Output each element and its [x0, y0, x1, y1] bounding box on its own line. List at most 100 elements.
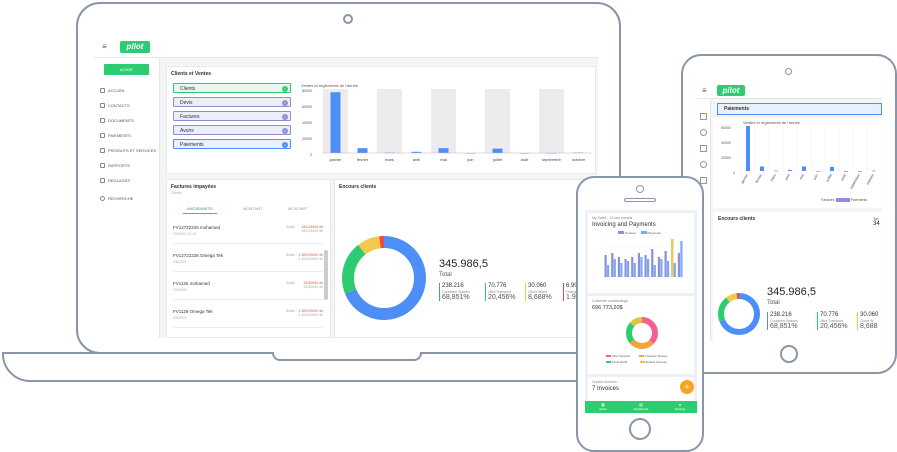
- x-tick-label: janvier: [329, 157, 342, 162]
- x-tick-label: octobre: [572, 157, 586, 162]
- unpaid-card[interactable]: Unpaid Invoices 7 Invoices: [588, 377, 694, 401]
- achat-button[interactable]: ACHAT: [104, 64, 149, 75]
- sidebar-item-rapports[interactable]: RAPPORTS: [100, 163, 130, 169]
- sidebar-item-paiements[interactable]: PAIEMENTS: [100, 133, 131, 139]
- devis-button[interactable]: Devis i: [173, 97, 291, 107]
- unpaid-invoices-panel: Factures impayées Clients ANCIENNETE MON…: [166, 179, 331, 338]
- sidebar-item-reglages[interactable]: REGLAGES: [100, 178, 130, 184]
- x-tick-label: juin: [466, 157, 473, 162]
- tab-anciennete[interactable]: ANCIENNETE: [183, 204, 217, 214]
- bar: [492, 148, 503, 153]
- add-fab-button[interactable]: +: [680, 380, 694, 394]
- tablet-screen: ≡ pilot Paiements Ventes et règlements d…: [697, 83, 882, 341]
- tablet-home-button[interactable]: [780, 345, 798, 363]
- info-icon: i: [282, 86, 288, 92]
- bar: [624, 259, 627, 277]
- bar: [330, 92, 341, 153]
- bar: [774, 170, 778, 172]
- app-logo: pilot: [120, 41, 150, 53]
- bar: [411, 151, 422, 153]
- nav-settings[interactable]: ● Settings: [669, 402, 691, 411]
- box-icon: [100, 148, 105, 154]
- sidebar-item-accueil[interactable]: ACCUEIL: [100, 88, 125, 94]
- column-band: [377, 89, 402, 153]
- tab-montant-2[interactable]: MONTANT: [288, 206, 308, 211]
- sidebar-item-produits[interactable]: PRODUITS ET SERVICES: [100, 148, 156, 154]
- y-tick: 40000: [302, 121, 312, 125]
- card-title: 7 Invoices: [592, 386, 620, 392]
- legend-item: 6.90 Omega 1.99: [563, 283, 580, 301]
- panel-title: Encours clients: [339, 184, 377, 190]
- home-icon[interactable]: [700, 113, 707, 120]
- panel-title: Encours clients: [718, 216, 756, 222]
- bar: [651, 249, 654, 277]
- y-tick: 20000: [721, 156, 731, 160]
- bottom-nav: ▦ Sales ▤ Dashboard ● Settings: [585, 401, 697, 413]
- sidebar: ACHAT ACCUEIL CONTACTS DOCUMENTS PAIEMEN…: [94, 58, 160, 338]
- payment-icon[interactable]: [700, 161, 707, 168]
- x-tick-label: avril: [413, 157, 420, 162]
- paiements-section[interactable]: Paiements: [717, 103, 882, 115]
- avoirs-button[interactable]: Avoirs i: [173, 125, 291, 135]
- scrollbar[interactable]: [324, 250, 328, 300]
- column-band: [485, 89, 510, 153]
- sidebar-item-documents[interactable]: DOCUMENTS: [100, 118, 134, 124]
- ventes-bar-chart: janvier février mars avril mai juin juillet aoû…: [322, 89, 592, 162]
- legend-item: 238.216 Container Spaces 68,851%: [767, 312, 798, 330]
- user-icon[interactable]: [700, 129, 707, 136]
- clients-button[interactable]: Clients i: [173, 83, 291, 93]
- bar: [657, 257, 661, 277]
- invoicing-card: My Sales - 12 last months Invoicing and …: [588, 213, 694, 293]
- invoice-row[interactable]: FV1129 Omega Tek 2/9/2020 Solde 1 699,00…: [173, 306, 323, 328]
- menu-icon[interactable]: ≡: [102, 42, 107, 51]
- card-amount: 696 773,20$: [592, 305, 623, 311]
- document-icon[interactable]: [700, 145, 707, 152]
- paiements-button[interactable]: Paiements i: [173, 139, 291, 149]
- donut-legend: Cloud World Expand Services: [606, 360, 667, 364]
- x-tick-label: mars: [770, 173, 777, 182]
- phone-home-button[interactable]: [629, 418, 651, 440]
- chart-title: Ventes et règlements de l'année: [743, 120, 801, 125]
- bar: [640, 257, 643, 277]
- invoice-row[interactable]: FV12722228 Omega Tek 1/6/2021 Solde 1 69…: [173, 250, 323, 272]
- nav-dashboard[interactable]: ▤ Dashboard: [629, 402, 653, 411]
- invoice-row[interactable]: FV12722225 mohamed 2/9/2021 11:13 Solde …: [173, 222, 323, 244]
- bar: [438, 148, 449, 153]
- clients-ventes-panel: Clients et Ventes Clients i Devis i Factur…: [166, 66, 596, 174]
- box-icon[interactable]: [700, 177, 707, 184]
- tab-montant[interactable]: MONTANT: [243, 206, 263, 211]
- encours-donut: [342, 236, 426, 320]
- gear-icon: ●: [678, 402, 682, 407]
- x-tick-label: janvier: [741, 173, 749, 186]
- sidebar-item-recherche[interactable]: RECHERCHE: [100, 196, 133, 202]
- tablet-encours-donut: [718, 293, 760, 335]
- tablet-chart-panel: Ventes et règlements de l'année 60000 40…: [713, 118, 882, 208]
- legend-item: 30.060 Cloud World 8,688%: [525, 283, 552, 301]
- chart-legend: Invoices Payments: [618, 231, 661, 235]
- nav-sales[interactable]: ▦ Sales: [593, 402, 613, 411]
- menu-icon[interactable]: ≡: [702, 86, 707, 95]
- encours-total-label: Total: [767, 300, 780, 306]
- tablet-camera: [785, 68, 792, 75]
- tabs: ANCIENNETE MONTANT MONTANT: [173, 204, 323, 214]
- column-band: [431, 89, 456, 153]
- x-tick-label: juin: [812, 173, 819, 181]
- x-tick-label: septembre: [542, 157, 562, 162]
- bar: [604, 255, 607, 277]
- grid-icon: ▦: [601, 402, 605, 407]
- factures-button[interactable]: Factures i: [173, 111, 291, 121]
- invoice-row[interactable]: FV1126 mohamed 2/9/2020 Solde 28,80000 d…: [173, 278, 323, 300]
- bar: [844, 171, 848, 172]
- bar: [667, 261, 670, 277]
- bar: [802, 166, 806, 171]
- tablet-bar-chart: janvier février mars avril mai juin juillet aoû…: [741, 126, 876, 190]
- phone-speaker: [624, 198, 656, 202]
- tablet-legend: Factures Paiements: [821, 198, 868, 203]
- sidebar-item-contacts[interactable]: CONTACTS: [100, 103, 130, 109]
- bar: [620, 263, 623, 277]
- y-tick: 40000: [721, 141, 731, 145]
- bar: [357, 148, 368, 153]
- total-short-label: Tot: [873, 216, 879, 221]
- bar: [673, 263, 676, 277]
- encours-total: 345.986,5: [439, 258, 488, 270]
